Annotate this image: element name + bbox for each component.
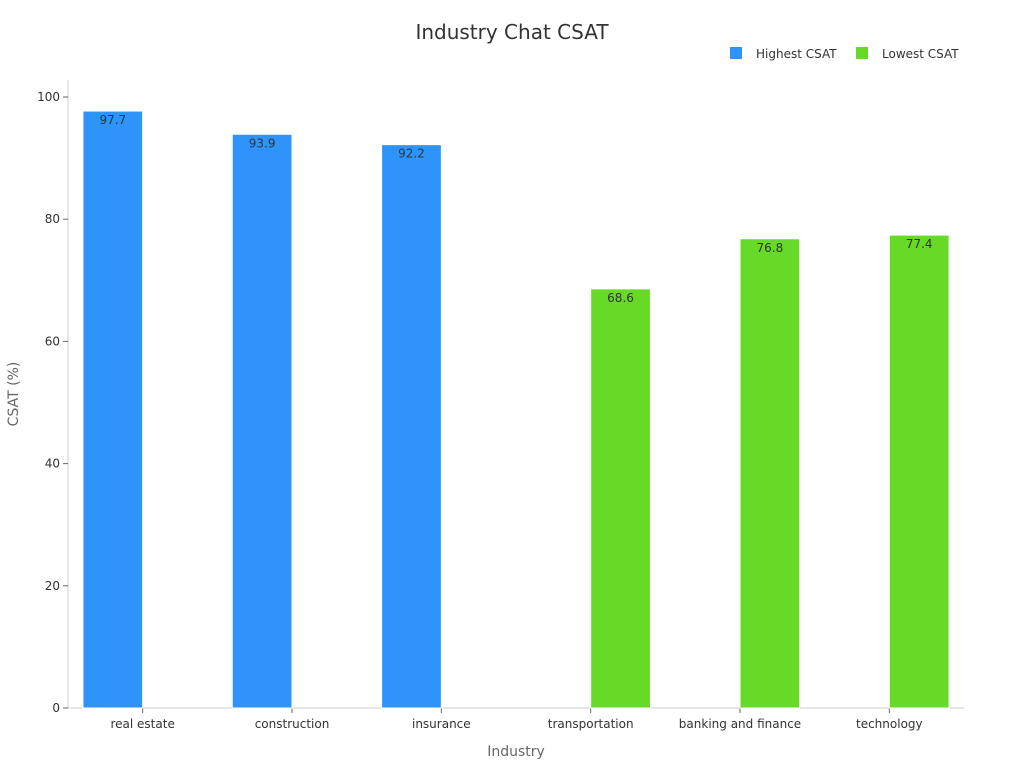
y-tick-label: 40 — [45, 457, 60, 471]
x-tick-label: transportation — [548, 717, 634, 731]
x-tick-label: real estate — [110, 717, 174, 731]
y-tick-label: 20 — [45, 579, 60, 593]
bar-value-label: 76.8 — [757, 241, 784, 255]
legend-swatch — [856, 47, 868, 59]
bar — [381, 144, 442, 709]
bar-value-label: 77.4 — [906, 237, 933, 251]
data-labels: 97.7 93.9 92.2 68.6 76.8 77.4 — [99, 113, 932, 305]
legend-label: Highest CSAT — [756, 47, 837, 61]
bar — [590, 288, 651, 709]
y-axis-title: CSAT (%) — [6, 362, 22, 427]
y-tick-label: 80 — [45, 212, 60, 226]
y-tick-label: 0 — [52, 701, 60, 715]
bar-value-label: 97.7 — [99, 113, 126, 127]
x-axis-title: Industry — [487, 744, 545, 760]
y-tick-label: 60 — [45, 334, 60, 348]
bar — [888, 234, 950, 709]
y-tick-label: 100 — [37, 90, 60, 104]
bar-value-label: 92.2 — [398, 147, 425, 161]
axes: 0 20 40 60 80 100 real estate construction insur… — [37, 80, 964, 731]
bar-value-label: 68.6 — [607, 291, 634, 305]
legend-label: Lowest CSAT — [882, 47, 959, 61]
x-tick-label: insurance — [412, 717, 471, 731]
bar — [82, 110, 144, 709]
x-tick-label: technology — [856, 717, 923, 731]
bar — [231, 133, 293, 709]
bar — [739, 238, 801, 709]
x-tick-label: construction — [255, 717, 330, 731]
chart-title: Industry Chat CSAT — [415, 20, 609, 44]
legend: Highest CSAT Lowest CSAT — [730, 47, 959, 61]
x-tick-label: banking and finance — [679, 717, 801, 731]
legend-swatch — [730, 47, 742, 59]
bars — [82, 110, 950, 709]
bar-value-label: 93.9 — [249, 136, 276, 150]
